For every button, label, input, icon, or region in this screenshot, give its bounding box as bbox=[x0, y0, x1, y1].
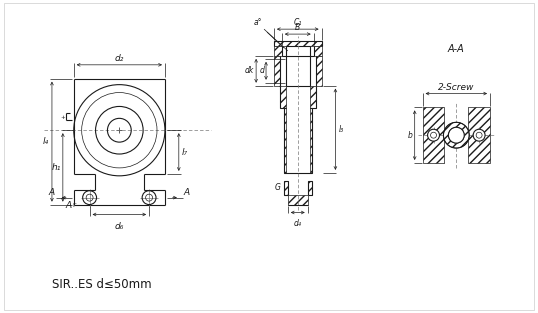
Text: +: + bbox=[60, 115, 65, 120]
Text: A: A bbox=[184, 187, 190, 197]
Text: B: B bbox=[295, 23, 300, 32]
Bar bbox=[314, 46, 322, 56]
Text: d₄: d₄ bbox=[294, 219, 302, 228]
Bar bbox=[280, 86, 286, 108]
Bar bbox=[308, 181, 312, 195]
Circle shape bbox=[473, 129, 485, 141]
Bar bbox=[310, 86, 316, 108]
Circle shape bbox=[428, 129, 440, 141]
Text: h₁: h₁ bbox=[52, 163, 61, 172]
Bar bbox=[310, 108, 312, 173]
Text: $\Gamma$: $\Gamma$ bbox=[72, 201, 77, 208]
Text: b: b bbox=[408, 131, 413, 140]
Text: a°: a° bbox=[253, 18, 262, 27]
Text: SIR..ES d≤50mm: SIR..ES d≤50mm bbox=[52, 278, 151, 291]
Bar bbox=[316, 56, 322, 86]
Circle shape bbox=[448, 127, 464, 143]
Text: 2-Screw: 2-Screw bbox=[438, 83, 475, 92]
Bar bbox=[284, 108, 286, 173]
Bar bbox=[468, 107, 490, 163]
Bar bbox=[288, 195, 308, 205]
Text: d₆: d₆ bbox=[115, 223, 124, 231]
Text: d₂: d₂ bbox=[115, 54, 124, 63]
Text: A: A bbox=[49, 187, 55, 197]
Text: G: G bbox=[275, 183, 281, 192]
Bar bbox=[274, 56, 280, 86]
Text: dk: dk bbox=[245, 66, 254, 75]
Text: l₄: l₄ bbox=[43, 137, 49, 146]
Text: l₇: l₇ bbox=[182, 147, 188, 156]
Bar bbox=[284, 181, 288, 195]
Bar bbox=[274, 46, 282, 56]
Bar bbox=[423, 107, 444, 163]
Text: C₁: C₁ bbox=[294, 18, 302, 27]
Text: l₃: l₃ bbox=[338, 125, 343, 134]
Text: A: A bbox=[66, 201, 72, 210]
Text: A-A: A-A bbox=[448, 44, 465, 54]
Bar bbox=[274, 41, 322, 46]
Text: d: d bbox=[259, 66, 264, 75]
Circle shape bbox=[443, 122, 469, 148]
